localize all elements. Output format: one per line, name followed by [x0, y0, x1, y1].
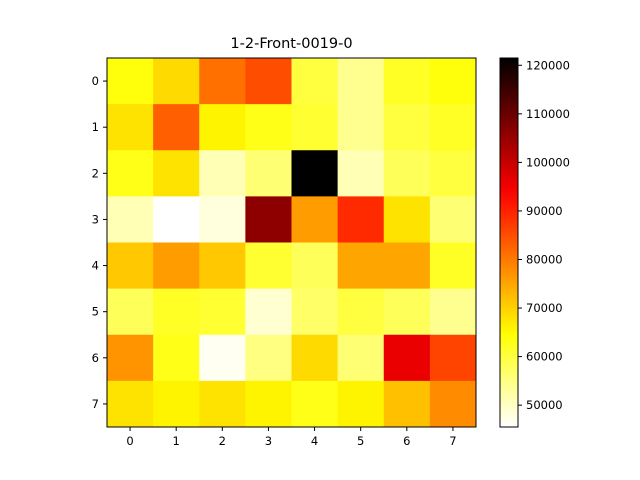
heatmap-cell [291, 196, 339, 243]
heatmap-cell [291, 104, 339, 151]
colorbar-tick-label: 110000 [526, 107, 570, 121]
heatmap-cell [107, 58, 154, 105]
heatmap-cell [245, 104, 292, 151]
heatmap-cell [429, 288, 477, 336]
heatmap-cell [107, 334, 154, 382]
y-tick-label: 1 [92, 120, 99, 134]
y-tick-label: 5 [92, 305, 99, 319]
heatmap-cell [245, 196, 292, 243]
heatmap-cell [107, 196, 154, 243]
heatmap-frame [106, 57, 477, 428]
heatmap-cell [199, 334, 246, 382]
heatmap-cell [429, 58, 477, 105]
colorbar-tick-label: 90000 [526, 204, 563, 218]
y-tick-label: 6 [92, 351, 99, 365]
heatmap-cell [337, 380, 385, 428]
heatmap-cell [153, 288, 200, 336]
heatmap-cell [429, 242, 477, 290]
heatmap-cell [153, 58, 200, 105]
heatmap-cell [199, 104, 246, 151]
colorbar-tick-label: 70000 [526, 301, 563, 315]
heatmap-cell [245, 380, 292, 428]
chart-title: 1-2-Front-0019-0 [230, 36, 352, 52]
heatmap-cell [383, 58, 431, 105]
x-tick-label: 7 [449, 434, 456, 448]
heatmap-cell [245, 58, 292, 105]
colorbar-ticks: 50000 60000 70000 80000 90000 100000 110000 120… [518, 58, 570, 412]
heatmap-cell [383, 196, 431, 243]
heatmap-cell [337, 150, 385, 197]
heatmap-cell [291, 288, 339, 336]
heatmap-cell [199, 380, 246, 428]
heatmap-cell [383, 380, 431, 428]
heatmap-cell [337, 242, 385, 290]
heatmap-cell [107, 104, 154, 151]
y-tick-label: 2 [92, 166, 99, 180]
heatmap-cell [429, 196, 477, 243]
heatmap-cell [291, 334, 339, 382]
colorbar-tick-label: 60000 [526, 350, 563, 364]
heatmap-cell [429, 150, 477, 197]
heatmap-cell [429, 104, 477, 151]
heatmap-cell [245, 288, 292, 336]
y-tick-label: 0 [92, 74, 99, 88]
heatmap-cell [153, 150, 200, 197]
x-tick-label: 3 [265, 434, 272, 448]
heatmap-cell [107, 288, 154, 336]
x-axis-ticks: 0 1 2 3 4 5 6 7 [126, 427, 457, 448]
heatmap-cell [337, 58, 385, 105]
y-tick-label: 7 [92, 397, 99, 411]
heatmap-cell [291, 380, 339, 428]
heatmap-cell [153, 380, 200, 428]
heatmap-cells [107, 58, 477, 428]
y-axis-ticks: 0 1 2 3 4 5 6 7 [92, 74, 107, 411]
heatmap-cell [291, 242, 339, 290]
heatmap-cell [429, 334, 477, 382]
heatmap-cell [107, 242, 154, 290]
heatmap-cell [337, 288, 385, 336]
heatmap-cell [199, 58, 246, 105]
heatmap-cell [199, 150, 246, 197]
heatmap-cell [153, 104, 200, 151]
colorbar-tick-label: 80000 [526, 252, 563, 266]
heatmap-cell [429, 380, 477, 428]
heatmap-cell [383, 242, 431, 290]
heatmap-cell [107, 380, 154, 428]
heatmap-cell [383, 334, 431, 382]
heatmap-cell [337, 104, 385, 151]
x-tick-label: 0 [126, 434, 133, 448]
colorbar [499, 57, 519, 428]
heatmap-cell [199, 242, 246, 290]
heatmap-cell [337, 196, 385, 243]
x-tick-label: 2 [219, 434, 226, 448]
heatmap-cell [337, 334, 385, 382]
heatmap-cell [245, 242, 292, 290]
heatmap-cell [245, 334, 292, 382]
x-tick-label: 6 [403, 434, 410, 448]
x-tick-label: 4 [311, 434, 318, 448]
y-tick-label: 3 [92, 212, 99, 226]
heatmap-cell [199, 288, 246, 336]
heatmap-cell [153, 334, 200, 382]
colorbar-tick-label: 120000 [526, 58, 570, 72]
heatmap-cell [199, 196, 246, 243]
colorbar-tick-label: 50000 [526, 398, 563, 412]
x-tick-label: 5 [357, 434, 364, 448]
y-tick-label: 4 [92, 259, 99, 273]
heatmap-cell [291, 150, 339, 197]
heatmap-cell [153, 196, 200, 243]
heatmap-cell [383, 104, 431, 151]
x-tick-label: 1 [173, 434, 180, 448]
heatmap-cell [291, 58, 339, 105]
heatmap-cell [383, 150, 431, 197]
heatmap-cell [153, 242, 200, 290]
heatmap-cell [383, 288, 431, 336]
heatmap-cell [107, 150, 154, 197]
colorbar-tick-label: 100000 [526, 155, 570, 169]
heatmap-cell [245, 150, 292, 197]
